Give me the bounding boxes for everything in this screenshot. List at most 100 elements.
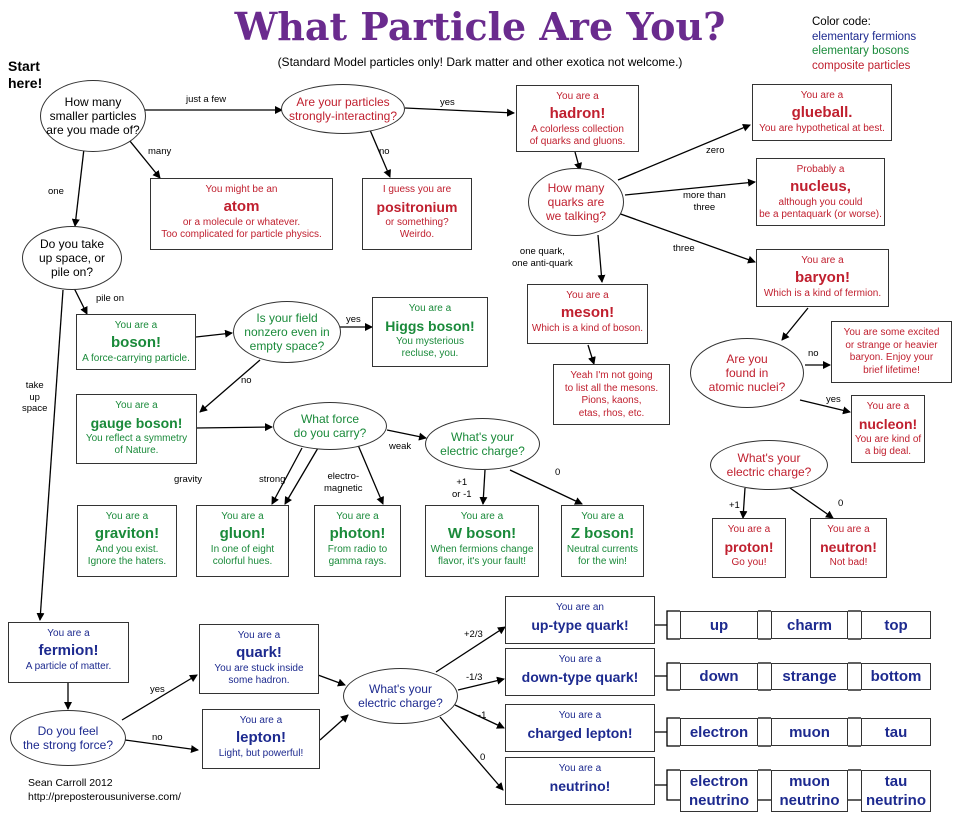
- result-pre: You are an: [555, 602, 604, 613]
- color-legend: Color code: elementary fermions elementa…: [812, 15, 916, 73]
- result-desc: A colorless collection: [531, 123, 624, 135]
- leaf-line: neutrino: [779, 792, 840, 809]
- result-desc: flavor, it's your fault!: [437, 556, 527, 567]
- q-line: What's your: [369, 682, 432, 696]
- question-force: What force do you carry?: [273, 402, 387, 450]
- question-how-many: How many smaller particles are you made …: [40, 80, 146, 152]
- edge-line: or -1: [452, 488, 472, 500]
- edge-line: take: [25, 380, 44, 391]
- result-pre: You are a: [800, 90, 844, 101]
- result-desc: Neutral currents: [566, 543, 639, 555]
- q-line: pile on?: [50, 265, 94, 279]
- q-line: atomic nuclei?: [708, 380, 786, 394]
- result-desc: or a molecule or whatever.: [182, 216, 301, 228]
- q-line: electric charge?: [358, 696, 443, 710]
- question-space: Do you take up space, or pile on?: [22, 226, 122, 290]
- result-desc: etas, rhos, etc.: [578, 407, 645, 419]
- edge-label: strong: [259, 474, 286, 485]
- result-desc: for the win!: [578, 556, 627, 567]
- result-desc: Light, but powerful!: [218, 747, 304, 759]
- result-name: graviton!: [94, 524, 160, 542]
- edge-line: magnetic: [324, 482, 363, 494]
- q-line: Are your particles: [296, 95, 390, 109]
- result-desc: A force-carrying particle.: [82, 352, 190, 364]
- result-nucleon: You are a nucleon! You are kind of a big…: [851, 395, 925, 463]
- result-desc: You are kind of: [854, 433, 922, 445]
- edge-line: one quark,: [519, 246, 565, 257]
- q-line: Do you take: [39, 237, 105, 251]
- question-quarks-count: How many quarks are we talking?: [528, 168, 624, 236]
- result-desc: You are stuck inside: [214, 662, 304, 674]
- result-proton: You are a proton! Go you!: [712, 518, 786, 578]
- leaf-bottom: bottom: [861, 663, 931, 690]
- q-line: nonzero even in: [244, 325, 330, 339]
- result-fermion: You are a fermion! A particle of matter.: [8, 622, 129, 683]
- q-line: How many: [64, 95, 122, 109]
- result-desc: Which is a kind of fermion.: [763, 287, 882, 299]
- result-desc: brief lifetime!: [863, 364, 920, 376]
- leaf-line: neutrino: [866, 792, 926, 809]
- result-atom: You might be an atom or a molecule or wh…: [150, 178, 333, 250]
- leaf-top: top: [861, 611, 931, 639]
- edge-line: space: [22, 403, 48, 414]
- result-pre: You are a: [558, 654, 602, 665]
- q-line: up space, or: [38, 251, 106, 265]
- edge-label: one quark, one anti-quark: [512, 246, 573, 269]
- edge-line: three: [693, 201, 716, 213]
- q-line: What force: [300, 412, 359, 426]
- start-line: Start: [8, 58, 40, 74]
- result-desc: gamma rays.: [328, 556, 387, 567]
- result-name: nucleon!: [858, 415, 918, 432]
- q-line: electric charge?: [726, 465, 812, 479]
- q-line: How many: [547, 181, 605, 195]
- result-nucleus: Probably a nucleus, although you could b…: [756, 158, 885, 226]
- edge-label: +1: [729, 500, 740, 511]
- result-desc: Go you!: [731, 556, 767, 568]
- result-pre: You are a: [114, 320, 158, 331]
- result-name: meson!: [560, 303, 615, 321]
- credit-url: http://preposterousuniverse.com/: [28, 791, 181, 803]
- result-name: fermion!: [38, 641, 99, 659]
- leaf-line: electron: [689, 773, 749, 790]
- result-desc: In one of eight: [210, 543, 275, 555]
- q-line: are you made of?: [46, 123, 140, 137]
- result-pre: I guess you are: [382, 184, 452, 195]
- q-line: strongly-interacting?: [288, 109, 398, 123]
- result-name: boson!: [111, 333, 161, 351]
- start-line: here!: [8, 75, 43, 91]
- q-line: Is your field: [256, 311, 318, 325]
- edge-label: 0: [480, 752, 486, 763]
- result-pre: You are a: [237, 630, 281, 641]
- result-desc: be a pentaquark (or worse).: [759, 209, 882, 220]
- edge-line: one anti-quark: [512, 257, 573, 269]
- result-desc: You are hypothetical at best.: [759, 122, 885, 134]
- result-graviton: You are a graviton! And you exist. Ignor…: [77, 505, 177, 577]
- result-pre: You are a: [336, 511, 379, 522]
- credit-author: Sean Carroll 2012: [28, 777, 113, 789]
- edge-label: +1 or -1: [452, 477, 472, 500]
- result-desc: Which is a kind of boson.: [531, 322, 644, 334]
- legend-fermions: elementary fermions: [812, 30, 917, 43]
- edge-label: -1: [478, 710, 487, 721]
- result-name: neutron!: [820, 538, 877, 555]
- subtitle: (Standard Model particles only! Dark mat…: [277, 55, 683, 69]
- result-desc: A particle of matter.: [25, 660, 112, 672]
- result-pre: You are a: [408, 303, 452, 314]
- result-pre: You are a: [581, 511, 624, 522]
- result-boson: You are a boson! A force-carrying partic…: [76, 314, 196, 370]
- result-pre: You are a: [827, 524, 870, 535]
- q-line: What's your: [451, 430, 514, 444]
- result-pre: You are a: [727, 524, 771, 535]
- result-name: W boson!: [447, 524, 517, 542]
- edge-label: many: [148, 146, 172, 157]
- result-glueball: You are a glueball. You are hypothetical…: [752, 84, 892, 141]
- edge-label: +2/3: [464, 629, 483, 640]
- result-desc: From radio to: [327, 543, 388, 555]
- result-name: photon!: [329, 524, 386, 542]
- result-w-boson: You are a W boson! When fermions change …: [425, 505, 539, 577]
- result-photon: You are a photon! From radio to gamma ra…: [314, 505, 401, 577]
- result-z-boson: You are a Z boson! Neutral currents for …: [561, 505, 644, 577]
- edge-label: no: [808, 348, 819, 359]
- start-label: Start here!: [8, 58, 42, 92]
